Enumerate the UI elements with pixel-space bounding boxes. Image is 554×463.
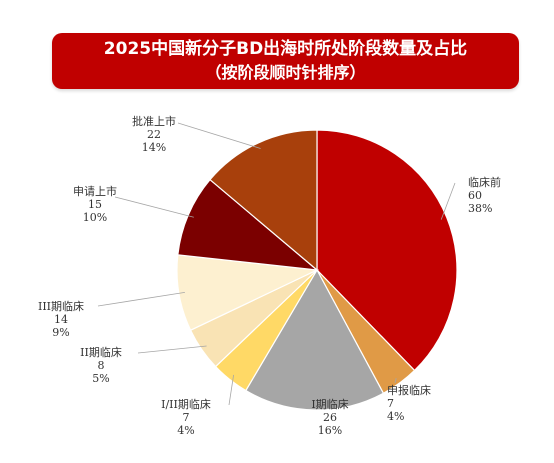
slice-label-value: 7 — [183, 411, 190, 424]
pie-slice — [244, 268, 385, 411]
slice-label-percent: 5% — [92, 372, 109, 385]
slice-label-value: 8 — [98, 359, 105, 372]
pie-slice — [177, 178, 319, 271]
slice-label-name: 批准上市 — [132, 114, 176, 128]
slice-label-name: 申报临床 — [387, 383, 431, 397]
leader-line — [114, 196, 194, 218]
slice-label-value: 22 — [147, 128, 161, 141]
chart-subtitle: （按阶段顺时针排序） — [205, 63, 366, 82]
slice-label-value: 7 — [387, 397, 394, 410]
leader-line — [314, 396, 331, 405]
slice-label-value: 26 — [323, 411, 337, 424]
leader-line — [228, 374, 234, 406]
slice-label-percent: 4% — [177, 424, 194, 437]
leader-line — [394, 378, 397, 384]
slice-label-name: I期临床 — [311, 397, 348, 411]
data-labels: 临床前6038%申报临床74%I期临床2616%I/II期临床74%II期临床8… — [38, 114, 501, 437]
slice-label-name: 申请上市 — [73, 184, 117, 198]
slice-label-name: I/II期临床 — [161, 397, 211, 411]
slice-label-value: 15 — [88, 198, 102, 211]
chart-title-banner: 2025中国新分子BD出海时所处阶段数量及占比 （按阶段顺时针排序） — [52, 33, 519, 89]
slice-label-percent: 9% — [52, 326, 69, 339]
leader-line — [137, 345, 207, 354]
slice-label-percent: 38% — [468, 202, 492, 215]
slice-label-percent: 16% — [318, 424, 342, 437]
slice-label-percent: 14% — [142, 141, 166, 154]
slice-label-name: 临床前 — [468, 175, 501, 189]
pie-slice — [316, 129, 458, 372]
slice-label-name: III期临床 — [38, 299, 84, 313]
slice-label-value: 60 — [468, 189, 482, 202]
leader-line — [177, 122, 261, 149]
pie-slice — [209, 129, 318, 272]
slice-label-percent: 4% — [387, 410, 404, 423]
slice-label-value: 14 — [54, 313, 68, 326]
leader-lines — [97, 122, 456, 406]
leader-line — [97, 292, 185, 307]
pie-slices — [176, 129, 458, 411]
chart-title: 2025中国新分子BD出海时所处阶段数量及占比 — [103, 39, 468, 59]
slice-label-percent: 10% — [83, 211, 107, 224]
leader-line — [440, 182, 456, 220]
slice-label-name: II期临床 — [80, 345, 122, 359]
